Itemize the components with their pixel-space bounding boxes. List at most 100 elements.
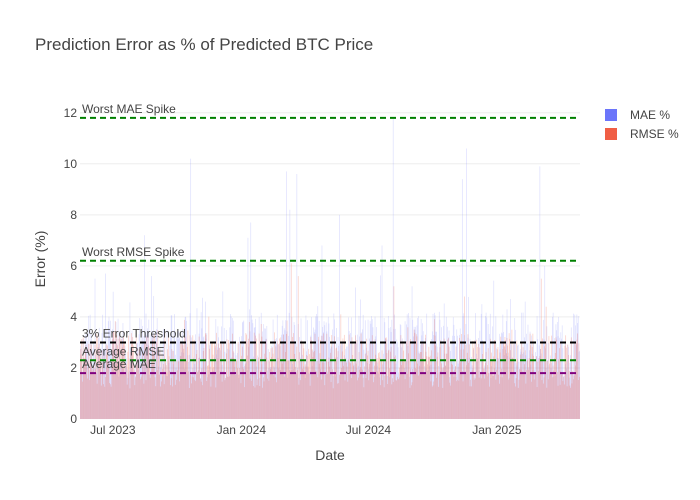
bar [563, 384, 565, 419]
bar [518, 361, 520, 419]
bar [575, 345, 577, 419]
bar [143, 336, 145, 419]
bar [527, 324, 529, 419]
bar [82, 339, 84, 419]
bar [513, 343, 515, 419]
bar [315, 316, 317, 419]
bar [330, 352, 331, 419]
bar [272, 353, 274, 419]
bar [469, 338, 471, 419]
bar [462, 316, 464, 419]
bar [562, 381, 564, 419]
bar [110, 354, 112, 419]
bar [191, 383, 192, 419]
bar [358, 315, 360, 419]
bar [519, 369, 520, 419]
bar [568, 354, 569, 419]
bar [269, 369, 271, 419]
bar [483, 368, 485, 419]
bar [194, 363, 196, 419]
bar [140, 347, 141, 419]
bar [118, 376, 120, 419]
bar [478, 343, 479, 419]
bar [274, 377, 276, 419]
bar [398, 379, 400, 419]
bar [484, 365, 486, 419]
bar [256, 358, 258, 419]
bar [492, 376, 494, 419]
bar [323, 321, 325, 419]
bar [434, 312, 435, 419]
bar [559, 337, 560, 419]
bar [148, 319, 150, 419]
bar [94, 344, 96, 419]
bar [129, 388, 131, 419]
bar [322, 362, 324, 419]
bar [397, 341, 398, 419]
bar [346, 362, 347, 419]
y-tick-label: 8 [70, 208, 77, 222]
y-axis-ticks: 0 2 4 6 8 10 12 [64, 106, 78, 426]
bar [490, 361, 492, 419]
bar [161, 361, 162, 419]
bar [540, 348, 541, 419]
bar [541, 360, 543, 419]
bar [200, 377, 201, 419]
bar [253, 386, 254, 419]
bar [339, 374, 340, 419]
bar [96, 383, 98, 419]
bar [232, 320, 234, 419]
bar [147, 344, 149, 419]
bar [131, 330, 133, 419]
bar [390, 351, 391, 419]
legend[interactable]: MAE % RMSE % [605, 108, 679, 141]
bar [421, 335, 423, 419]
bar [404, 321, 406, 419]
bar [277, 344, 279, 419]
bar [383, 353, 384, 419]
bar [86, 340, 88, 419]
bar [327, 373, 328, 419]
bar [290, 343, 291, 419]
bar [368, 380, 370, 419]
bar [235, 359, 237, 419]
bar [162, 368, 164, 419]
bar [576, 339, 578, 419]
bar [112, 339, 113, 419]
bar [540, 353, 542, 419]
bar [304, 377, 306, 419]
bar [469, 386, 471, 419]
bar [434, 319, 435, 419]
x-tick-label: Jul 2023 [90, 423, 136, 437]
bar [282, 320, 284, 419]
y-tick-label: 12 [64, 106, 78, 120]
reference-label: Average RMSE [82, 344, 164, 358]
bar [503, 341, 504, 419]
bar [196, 349, 198, 419]
bar [200, 381, 202, 419]
bar [478, 337, 479, 419]
bar [295, 371, 297, 419]
bar [107, 360, 108, 419]
bar [530, 364, 532, 419]
legend-item[interactable]: MAE % [605, 108, 670, 122]
bar [487, 365, 488, 419]
bar [353, 343, 355, 419]
bar [408, 313, 409, 419]
bar [345, 357, 347, 419]
reference-label: Worst MAE Spike [82, 102, 176, 116]
bar [148, 345, 150, 419]
bar [221, 381, 223, 419]
bar [415, 334, 417, 419]
bar [524, 364, 525, 419]
bar [533, 343, 534, 419]
bar [311, 340, 312, 419]
bar [388, 328, 390, 419]
bar [380, 375, 382, 419]
bar [540, 278, 542, 419]
bar [360, 369, 362, 419]
bar [398, 372, 400, 419]
legend-item[interactable]: RMSE % [605, 127, 679, 141]
bar [386, 353, 388, 419]
bar [521, 312, 523, 419]
